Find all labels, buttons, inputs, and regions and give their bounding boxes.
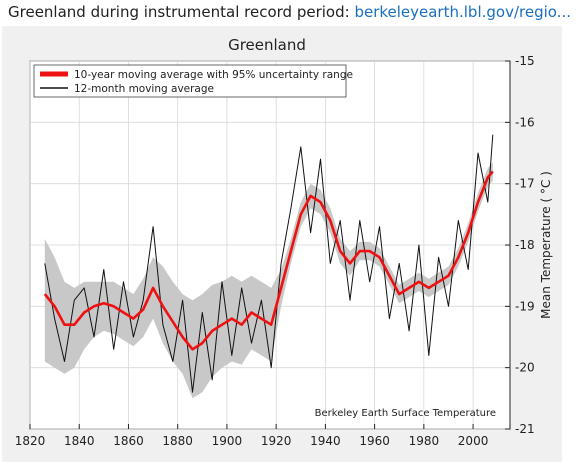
caption-text: Greenland during instrumental record per… [8, 3, 355, 21]
x-tick-label: 1880 [162, 434, 193, 448]
legend: 10-year moving average with 95% uncertai… [33, 64, 353, 98]
y-tick-label: -15 [515, 54, 535, 68]
y-tick-label: -19 [515, 299, 535, 313]
grid-lines [29, 60, 510, 430]
footer-strip [0, 462, 586, 476]
y-tick-label: -17 [515, 177, 535, 191]
smooth-series [43, 170, 494, 351]
y-tick-label: -21 [515, 422, 535, 436]
y-tick-label: -18 [515, 238, 535, 252]
legend-box [33, 64, 347, 98]
y-axis-ticks: -15 -16 -17 -18 -19 -20 -21 [505, 54, 535, 436]
source-link[interactable]: berkeleyearth.lbl.gov/regio... [354, 3, 571, 21]
chart-panel: 1820 1840 1860 1880 1900 1920 1940 1960 1980 2000… [2, 26, 562, 468]
chart-title: Greenland [228, 36, 306, 54]
chart-annotation: Berkeley Earth Surface Temperature [315, 408, 496, 419]
temperature-chart: 1820 1840 1860 1880 1900 1920 1940 1960 1980 2000… [15, 36, 553, 448]
annual-line [44, 134, 494, 393]
smooth-line [43, 170, 494, 351]
x-tick-label: 2000 [458, 434, 489, 448]
legend-label-smooth: 10-year moving average with 95% uncertai… [74, 69, 353, 81]
y-tick-label: -20 [515, 361, 535, 375]
caption: Greenland during instrumental record per… [8, 3, 571, 21]
x-axis-ticks: 1820 1840 1860 1880 1900 1920 1940 1960 1980 2000 [15, 424, 489, 448]
x-tick-label: 1900 [212, 434, 243, 448]
x-tick-label: 1980 [409, 434, 440, 448]
x-tick-label: 1820 [15, 434, 46, 448]
y-axis-label: Mean Temperature ( °C ) [539, 171, 553, 319]
x-tick-label: 1960 [359, 434, 390, 448]
x-tick-label: 1920 [261, 434, 292, 448]
x-tick-label: 1940 [310, 434, 341, 448]
legend-label-annual: 12-month moving average [74, 83, 214, 95]
annual-series [44, 134, 494, 393]
x-tick-label: 1840 [64, 434, 95, 448]
y-tick-label: -16 [515, 115, 535, 129]
x-tick-label: 1860 [113, 434, 144, 448]
